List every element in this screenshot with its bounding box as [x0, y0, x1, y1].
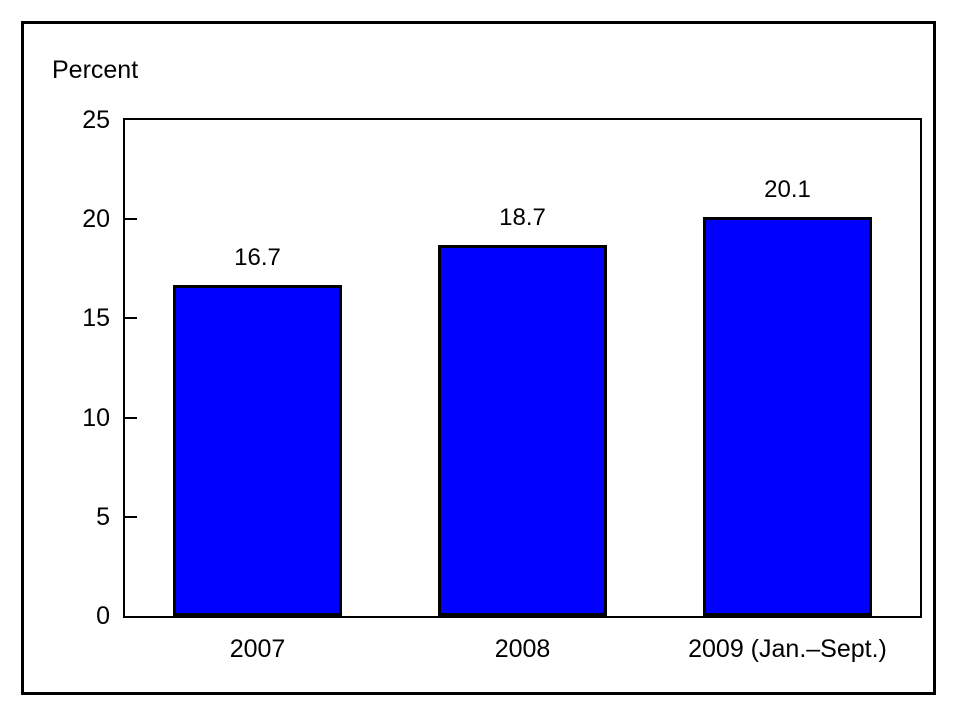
y-tick-label: 0	[96, 602, 110, 630]
y-tick-mark	[125, 515, 137, 518]
x-tick-label: 2007	[229, 635, 286, 663]
bar-2008	[438, 244, 607, 616]
y-tick-label: 5	[96, 502, 110, 531]
y-tick-mark	[125, 218, 137, 221]
bar-value-label: 20.1	[764, 176, 811, 204]
bar-2007	[173, 284, 342, 616]
bar-2009 (Jan.–Sept.)	[703, 217, 872, 616]
y-tick-label: 20	[82, 205, 110, 234]
y-tick-label: 25	[82, 106, 110, 134]
y-tick-label: 15	[82, 304, 110, 333]
bar-value-label: 18.7	[499, 203, 546, 231]
y-tick-label: 10	[82, 403, 110, 432]
bar-value-label: 16.7	[234, 243, 281, 271]
y-tick-mark	[125, 317, 137, 320]
y-tick-mark	[125, 416, 137, 419]
x-tick-label: 2008	[494, 635, 551, 663]
y-axis-title: Percent	[52, 56, 139, 84]
x-tick-label: 2009 (Jan.–Sept.)	[688, 635, 887, 663]
